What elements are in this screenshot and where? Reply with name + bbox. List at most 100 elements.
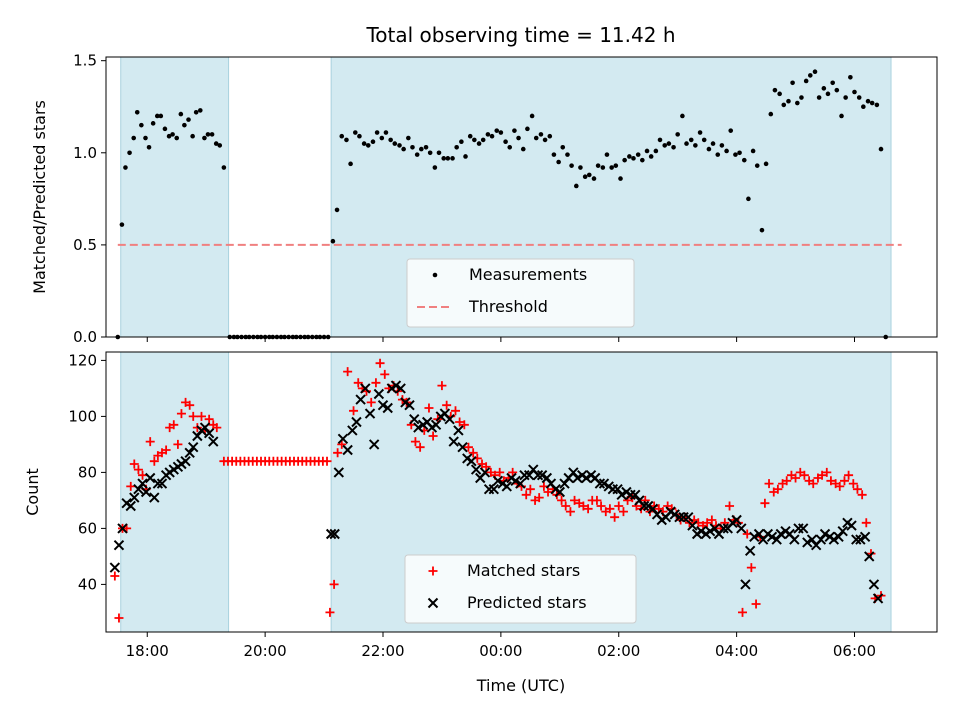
top-measurements-point-127 bbox=[653, 148, 659, 154]
top-measurements-point-2 bbox=[123, 165, 128, 170]
top-measurements-point-102 bbox=[542, 137, 548, 143]
bottom-predicted-stars-point-54 bbox=[448, 436, 459, 447]
top-measurements-point-166 bbox=[825, 91, 831, 97]
bottom-predicted-stars-point-122 bbox=[749, 531, 760, 543]
top-measurements-point-1 bbox=[119, 222, 125, 227]
bottom-predicted-stars-point-23 bbox=[199, 422, 211, 433]
bottom-y-tick-label-1: 60 bbox=[78, 519, 97, 537]
top-measurements-point-142 bbox=[719, 143, 725, 148]
bottom-matched-stars-point-149 bbox=[751, 599, 761, 609]
bottom-y-tick-label-0: 40 bbox=[78, 575, 97, 593]
bottom-predicted-stars-point-107 bbox=[683, 511, 694, 523]
bottom-predicted-stars-point-91 bbox=[612, 483, 623, 495]
bottom-predicted-stars-point-18 bbox=[180, 455, 191, 467]
top-measurements-point-128 bbox=[657, 137, 663, 143]
bottom-matched-stars-point-10 bbox=[149, 456, 159, 466]
top-measurements-point-143 bbox=[724, 148, 729, 154]
bottom-predicted-stars-point-123 bbox=[753, 528, 765, 540]
top-measurements-point-132 bbox=[675, 132, 680, 137]
bottom-matched-stars-point-26 bbox=[212, 423, 222, 433]
top-measurements-point-161 bbox=[803, 78, 809, 84]
top-measurements-point-93 bbox=[503, 139, 508, 145]
top-measurements-point-156 bbox=[781, 102, 787, 108]
bottom-matched-stars-point-0 bbox=[110, 571, 120, 581]
top-measurements-point-22 bbox=[202, 135, 207, 141]
bottom-predicted-stars-point-4 bbox=[125, 500, 136, 512]
top-measurements-point-125 bbox=[644, 148, 650, 154]
bottom-matched-stars-point-97 bbox=[521, 490, 531, 500]
bottom-matched-stars-point-107 bbox=[565, 507, 575, 517]
bottom-predicted-stars-point-119 bbox=[736, 523, 747, 534]
top-measurements-point-134 bbox=[684, 141, 689, 146]
top-legend-marker-0 bbox=[432, 272, 438, 278]
bottom-matched-stars-point-58 bbox=[349, 406, 359, 416]
top-measurements-point-55 bbox=[334, 207, 340, 213]
bottom-predicted-stars-point-141 bbox=[833, 531, 844, 543]
top-measurements-point-88 bbox=[480, 137, 486, 143]
bottom-predicted-stars-point-12 bbox=[156, 478, 168, 489]
top-measurements-point-119 bbox=[618, 176, 623, 181]
bottom-predicted-stars-point-84 bbox=[581, 472, 592, 484]
top-measurements-point-97 bbox=[520, 146, 526, 152]
bottom-matched-stars-point-20 bbox=[188, 411, 198, 421]
top-measurements-point-124 bbox=[640, 157, 645, 163]
bottom-predicted-stars-point-88 bbox=[598, 478, 610, 489]
bottom-predicted-stars-point-53 bbox=[444, 413, 455, 425]
bottom-predicted-stars-point-121 bbox=[744, 545, 756, 557]
top-measurements-point-137 bbox=[697, 130, 703, 135]
x-tick-label-1: 20:00 bbox=[244, 642, 287, 660]
top-y-tick-label-2: 1.0 bbox=[73, 144, 97, 162]
bottom-matched-stars-point-138 bbox=[702, 518, 712, 528]
top-measurements-point-6 bbox=[139, 122, 144, 128]
bottom-predicted-stars-point-42 bbox=[395, 383, 406, 394]
top-measurements-point-82 bbox=[454, 144, 459, 150]
top-measurements-point-68 bbox=[392, 141, 398, 146]
x-tick-label-2: 22:00 bbox=[361, 642, 404, 660]
top-measurements-point-177 bbox=[874, 102, 880, 108]
top-measurements-point-172 bbox=[852, 89, 857, 95]
bottom-matched-stars-point-118 bbox=[614, 501, 624, 511]
bottom-panel: 40 60 80 100 120 18:00 20:00 22:00 00:00 02:00 04:… bbox=[68, 351, 938, 660]
bottom-matched-stars-point-148 bbox=[746, 563, 756, 573]
bottom-matched-stars-point-100 bbox=[534, 493, 544, 503]
bottom-predicted-stars-point-28 bbox=[333, 467, 345, 478]
bottom-predicted-stars-point-50 bbox=[430, 419, 442, 431]
bottom-predicted-stars-point-31 bbox=[347, 425, 358, 436]
bottom-matched-stars-point-119 bbox=[618, 507, 628, 517]
top-measurements-point-17 bbox=[182, 122, 187, 128]
top-legend-box bbox=[406, 258, 635, 328]
top-measurements-point-121 bbox=[627, 154, 632, 159]
top-measurements-point-3 bbox=[127, 150, 132, 156]
top-measurements-point-74 bbox=[419, 146, 424, 152]
top-measurements-point-101 bbox=[538, 132, 544, 137]
bottom-legend-box bbox=[404, 554, 637, 624]
top-measurements-point-7 bbox=[143, 135, 148, 141]
top-measurements-point-89 bbox=[485, 132, 491, 137]
x-tick-label-4: 02:00 bbox=[597, 642, 640, 660]
bottom-matched-stars-point-13 bbox=[161, 445, 171, 455]
bottom-matched-stars-point-110 bbox=[578, 501, 588, 511]
bottom-predicted-stars-point-79 bbox=[559, 478, 570, 489]
bottom-legend-marker-1 bbox=[427, 597, 439, 609]
top-measurements-point-109 bbox=[574, 183, 579, 189]
top-measurements-point-144 bbox=[728, 128, 734, 133]
bottom-predicted-stars-point-8 bbox=[140, 486, 152, 498]
top-measurements-point-87 bbox=[476, 141, 482, 146]
bottom-matched-stars-point-24 bbox=[204, 414, 214, 424]
bottom-matched-stars-point-82 bbox=[455, 417, 465, 427]
top-measurements-point-61 bbox=[361, 141, 367, 146]
bottom-matched-stars-point-106 bbox=[561, 501, 571, 511]
bottom-matched-stars-point-73 bbox=[415, 442, 425, 452]
top-measurements-point-118 bbox=[613, 163, 619, 168]
top-measurements-point-9 bbox=[150, 121, 156, 126]
top-measurements-point-14 bbox=[170, 132, 175, 137]
bottom-matched-stars-point-72 bbox=[410, 437, 420, 447]
top-measurements-point-56 bbox=[339, 133, 345, 139]
top-measurements-point-90 bbox=[489, 133, 495, 139]
bottom-matched-stars-point-59 bbox=[353, 378, 363, 388]
bottom-matched-stars-point-113 bbox=[592, 495, 602, 505]
bottom-matched-stars-point-22 bbox=[196, 411, 206, 421]
bottom-matched-stars-point-165 bbox=[822, 467, 832, 477]
bottom-matched-stars-point-168 bbox=[835, 481, 845, 491]
bottom-matched-stars-point-116 bbox=[605, 504, 615, 514]
